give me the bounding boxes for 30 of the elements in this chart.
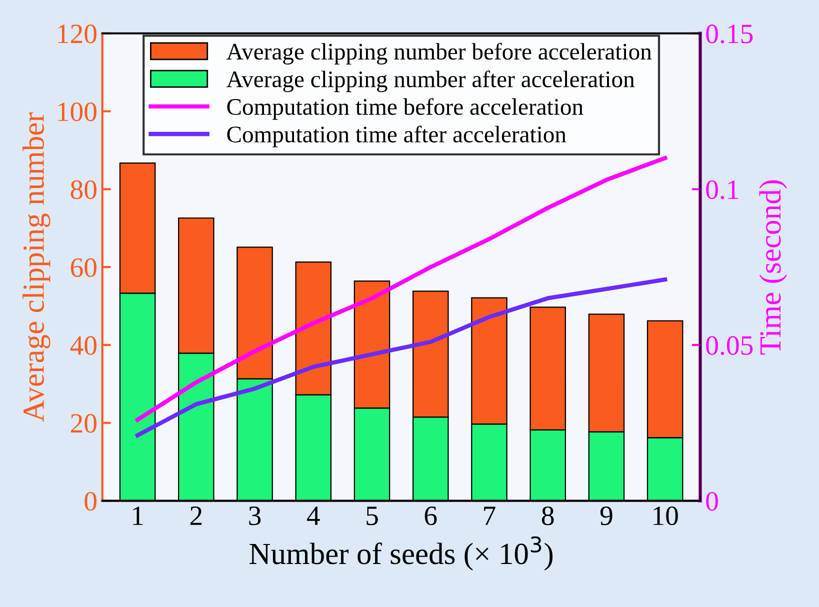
y2-tick-label: 0.15 bbox=[706, 24, 753, 44]
y-tick-label: 120 bbox=[58, 24, 96, 44]
line-series bbox=[135, 277, 668, 438]
line-series bbox=[135, 156, 668, 422]
x-axis-title: Number of seeds (× 10$^{3}$) bbox=[250, 536, 553, 570]
x-tick-label: 1 bbox=[133, 506, 143, 525]
legend-label: Computation time after acceleration bbox=[227, 126, 566, 148]
x-tick-label: 9 bbox=[600, 506, 612, 526]
x-tick-label: 10 bbox=[654, 506, 678, 526]
y-tick-label: 60 bbox=[70, 258, 96, 277]
y-tick-label: 40 bbox=[70, 336, 96, 355]
x-tick-label: 8 bbox=[542, 506, 554, 526]
x-tick-label: 5 bbox=[366, 506, 378, 526]
y-tick-label: 80 bbox=[70, 180, 96, 200]
x-tick-label: 7 bbox=[484, 506, 496, 525]
legend-label: Average clipping number after acceleration bbox=[226, 70, 635, 92]
y-tick-label: 0 bbox=[84, 492, 96, 511]
y-tick-label: 20 bbox=[70, 414, 96, 433]
legend-label: Average clipping number before acceleration bbox=[226, 42, 652, 65]
x-tick-label: 4 bbox=[306, 506, 320, 525]
y2-tick-label: 0.05 bbox=[706, 336, 753, 356]
y2-tick-label: 0 bbox=[706, 492, 718, 511]
y2-tick-label: 0.1 bbox=[706, 180, 738, 200]
legend-label: Computation time before acceleration bbox=[227, 98, 584, 120]
x-tick-label: 3 bbox=[249, 506, 261, 526]
y2-axis-title: Time (second) bbox=[759, 180, 787, 355]
x-tick-label: 6 bbox=[424, 506, 437, 526]
x-tick-label: 2 bbox=[190, 506, 202, 525]
y-axis-title: Average clipping number bbox=[22, 112, 50, 422]
y-tick-label: 100 bbox=[58, 102, 96, 122]
